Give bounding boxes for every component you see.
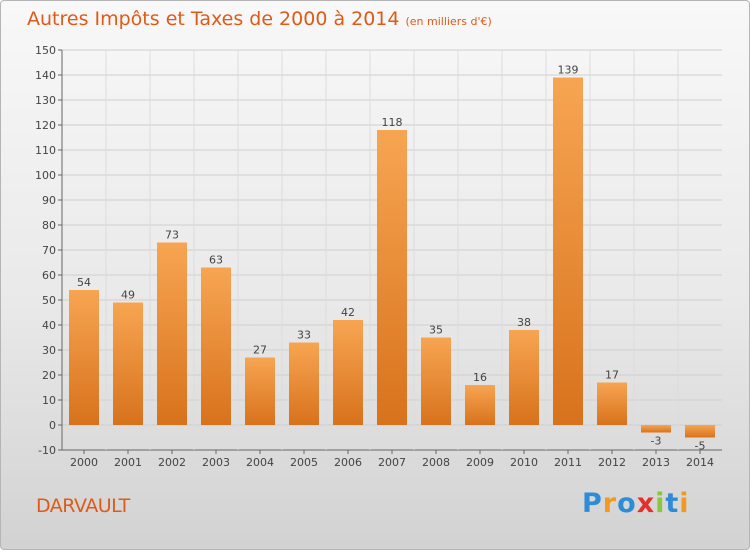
logo-letter: i: [679, 488, 690, 519]
location-name: DARVAULT: [36, 495, 130, 517]
bar: [69, 290, 99, 425]
x-tick-label: 2011: [554, 456, 582, 469]
logo-letter: r: [602, 488, 618, 519]
bar: [685, 425, 715, 438]
data-label: 35: [429, 324, 443, 337]
x-tick-label: 2007: [378, 456, 406, 469]
y-tick-label: 80: [42, 219, 56, 232]
data-label: 27: [253, 344, 267, 357]
bar: [201, 267, 231, 425]
x-tick-label: 2002: [158, 456, 186, 469]
x-tick-label: 2010: [510, 456, 538, 469]
bar: [509, 330, 539, 425]
data-label: 16: [473, 371, 487, 384]
data-label: 63: [209, 254, 223, 267]
bar: [157, 242, 187, 425]
logo-letter: P: [582, 488, 603, 519]
y-tick-label: 60: [42, 269, 56, 282]
logo-letter: i: [655, 488, 666, 519]
data-label: -5: [695, 440, 706, 453]
bar: [597, 382, 627, 425]
unit-label: (en milliers d'€): [405, 15, 492, 28]
y-tick-label: 50: [42, 294, 56, 307]
bar: [377, 130, 407, 425]
data-label: 17: [605, 369, 619, 382]
data-label: 139: [558, 64, 579, 77]
x-tick-label: 2000: [70, 456, 98, 469]
bar: [245, 357, 275, 425]
x-tick-label: 2009: [466, 456, 494, 469]
y-tick-label: 20: [42, 369, 56, 382]
data-label: 38: [517, 316, 531, 329]
chart-title: Autres Impôts et Taxes de 2000 à 2014 (en…: [27, 8, 492, 30]
x-tick-label: 2001: [114, 456, 142, 469]
logo-letter: t: [665, 488, 680, 519]
x-tick-label: 2006: [334, 456, 362, 469]
x-tick-label: 2014: [686, 456, 714, 469]
x-tick-label: 2004: [246, 456, 274, 469]
bar: [289, 342, 319, 425]
y-tick-label: 40: [42, 319, 56, 332]
y-tick-label: 130: [35, 94, 56, 107]
y-tick-label: 140: [35, 69, 56, 82]
x-tick-label: 2005: [290, 456, 318, 469]
bar: [421, 337, 451, 425]
bar: [465, 385, 495, 425]
data-label: 33: [297, 329, 311, 342]
proxiti-logo: Proxiti: [582, 488, 690, 519]
y-tick-label: 100: [35, 169, 56, 182]
y-tick-label: 110: [35, 144, 56, 157]
bar: [333, 320, 363, 425]
bar: [113, 302, 143, 425]
y-tick-label: 90: [42, 194, 56, 207]
title-text: Autres Impôts et Taxes de 2000 à 2014: [27, 8, 400, 30]
logo-letter: o: [617, 488, 637, 519]
data-label: 42: [341, 306, 355, 319]
logo-letter: x: [636, 488, 656, 519]
data-label: 49: [121, 289, 135, 302]
bar: [641, 425, 671, 433]
y-tick-label: 30: [42, 344, 56, 357]
y-tick-label: 120: [35, 119, 56, 132]
y-tick-label: 10: [42, 394, 56, 407]
y-tick-label: 150: [35, 44, 56, 57]
x-tick-label: 2008: [422, 456, 450, 469]
data-label: 73: [165, 229, 179, 242]
bar: [553, 77, 583, 425]
x-tick-label: 2012: [598, 456, 626, 469]
x-tick-label: 2003: [202, 456, 230, 469]
y-tick-label: -10: [38, 444, 56, 457]
x-tick-label: 2013: [642, 456, 670, 469]
data-label: -3: [651, 435, 662, 448]
data-label: 54: [77, 276, 91, 289]
y-tick-label: 0: [49, 419, 56, 432]
data-label: 118: [382, 116, 403, 129]
y-tick-label: 70: [42, 244, 56, 257]
